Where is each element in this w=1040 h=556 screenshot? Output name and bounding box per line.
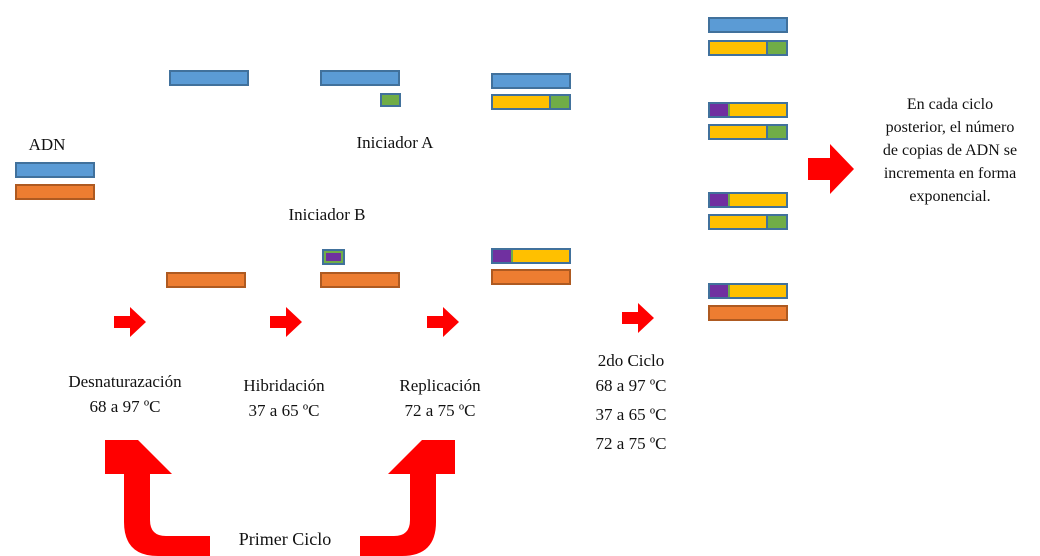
replicacion-label: Replicación <box>399 376 481 395</box>
cycle2-strand-5 <box>708 214 788 230</box>
cycle2-strand-blue <box>708 17 788 33</box>
nota-line-5: exponencial. <box>909 188 991 205</box>
dna-strand-blue <box>15 162 95 178</box>
arrow-right-icon <box>622 303 654 333</box>
iniciador-a-label: Iniciador A <box>356 133 434 152</box>
replication-strand-yellow-b <box>491 248 571 264</box>
arrow-right-icon <box>808 144 854 194</box>
replication-strand-orange <box>491 269 571 285</box>
primer-b <box>322 249 345 265</box>
primer-ciclo-label: Primer Ciclo <box>238 529 332 549</box>
cycle2-strand-2 <box>708 102 788 118</box>
segundo-ciclo-temp-3: 72 a 75 ºC <box>595 434 667 453</box>
iniciador-b-label: Iniciador B <box>288 205 366 224</box>
hybrid-strand-blue <box>320 70 400 86</box>
dna-strand-orange <box>15 184 95 200</box>
cycle2-strand-1 <box>708 40 788 56</box>
arrow-right-icon <box>427 307 459 337</box>
nota-line-3: de copias de ADN se <box>882 142 1018 159</box>
segundo-ciclo-temp-2: 37 a 65 ºC <box>595 405 667 424</box>
nota-line-4: incrementa en forma <box>883 165 1017 182</box>
desnaturalizacion-temp: 68 a 97 ºC <box>89 397 161 416</box>
adn-label: ADN <box>28 135 66 154</box>
nota-line-1: En cada ciclo <box>906 96 994 113</box>
hibridacion-label: Hibridación <box>243 376 325 395</box>
cycle2-strand-orange <box>708 305 788 321</box>
arrow-right-icon <box>114 307 146 337</box>
cycle2-strand-3 <box>708 124 788 140</box>
desnaturalizacion-label: Desnaturazación <box>68 372 182 391</box>
primer-a <box>380 93 401 107</box>
curved-arrow-icon <box>105 440 210 556</box>
segundo-ciclo-label: 2do Ciclo <box>597 351 665 370</box>
nota-line-2: posterior, el número <box>885 119 1015 136</box>
arrow-right-icon <box>270 307 302 337</box>
denatured-strand-orange <box>166 272 246 288</box>
replication-strand-blue <box>491 73 571 89</box>
curved-arrow-icon <box>360 440 455 556</box>
hybrid-strand-orange <box>320 272 400 288</box>
hibridacion-temp: 37 a 65 ºC <box>248 401 320 420</box>
cycle2-strand-6 <box>708 283 788 299</box>
replication-strand-yellow-a <box>491 94 571 110</box>
cycle2-strand-4 <box>708 192 788 208</box>
replicacion-temp: 72 a 75 ºC <box>404 401 476 420</box>
segundo-ciclo-temp-1: 68 a 97 ºC <box>595 376 667 395</box>
denatured-strand-blue <box>169 70 249 86</box>
